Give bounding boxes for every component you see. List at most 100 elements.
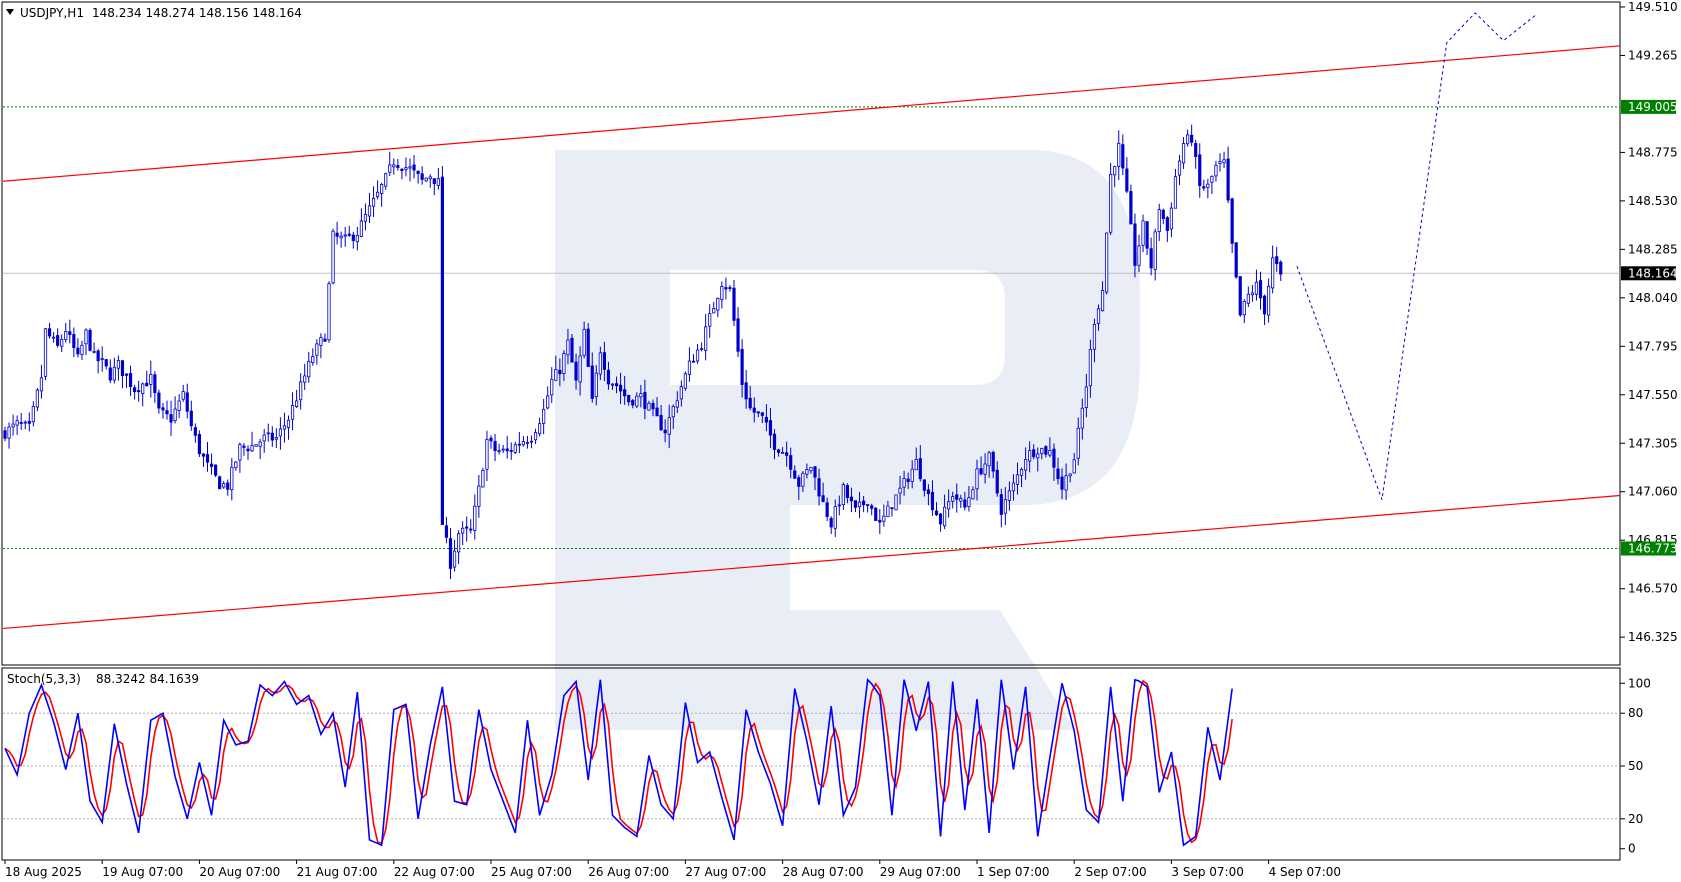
candle-body bbox=[987, 452, 991, 467]
time-label: 27 Aug 07:00 bbox=[685, 865, 766, 879]
candle-body bbox=[465, 526, 469, 529]
candle-body bbox=[124, 373, 129, 376]
candle-body bbox=[432, 178, 436, 184]
candle-body bbox=[1088, 348, 1092, 387]
candle-body bbox=[461, 527, 465, 534]
candle-body bbox=[667, 417, 671, 435]
candle-body bbox=[68, 331, 72, 335]
candle-body bbox=[833, 506, 837, 529]
candle-body bbox=[785, 452, 789, 456]
price-tick-label: 147.795 bbox=[1628, 339, 1678, 353]
candle-body bbox=[27, 420, 31, 424]
candle-body bbox=[120, 360, 125, 376]
stoch-tick-label: 50 bbox=[1628, 759, 1643, 773]
price-badge bbox=[1621, 99, 1676, 114]
candle-body bbox=[776, 449, 781, 453]
candle-body bbox=[497, 450, 501, 453]
candle-body bbox=[898, 487, 902, 494]
candle-body bbox=[934, 510, 939, 516]
price-badge bbox=[1621, 266, 1676, 281]
candle-body bbox=[679, 386, 683, 400]
candle-body bbox=[1129, 191, 1133, 225]
candle-body bbox=[1157, 209, 1161, 232]
candle-body bbox=[813, 466, 817, 478]
candle-body bbox=[165, 410, 169, 415]
price-tick-label: 147.060 bbox=[1628, 485, 1678, 499]
candle-body bbox=[1145, 221, 1149, 249]
candle-body bbox=[1019, 469, 1024, 476]
candle-body bbox=[1262, 295, 1267, 315]
candle-body bbox=[817, 478, 821, 497]
candle-body bbox=[943, 506, 947, 527]
candle-body bbox=[1028, 450, 1032, 462]
candle-body bbox=[1032, 449, 1036, 458]
candle-body bbox=[627, 394, 631, 403]
candle-body bbox=[1003, 499, 1007, 514]
candle-body bbox=[1064, 475, 1068, 491]
candle-body bbox=[262, 434, 266, 442]
candle-body bbox=[1226, 158, 1230, 201]
candle-body bbox=[894, 494, 898, 511]
candle-body bbox=[132, 387, 137, 393]
candle-body bbox=[582, 328, 586, 356]
candle-body bbox=[550, 379, 554, 396]
forecast-path bbox=[1296, 12, 1537, 500]
main-chart-frame bbox=[1, 1, 1621, 666]
candle-body bbox=[197, 434, 201, 455]
candle-body bbox=[238, 444, 242, 461]
candle-body bbox=[1198, 154, 1202, 187]
price-tick-label: 146.570 bbox=[1628, 582, 1678, 596]
candle-body bbox=[23, 421, 27, 424]
candle-body bbox=[1060, 476, 1064, 490]
candle-body bbox=[764, 416, 769, 423]
stoch-tick-label: 20 bbox=[1628, 812, 1643, 826]
time-label: 28 Aug 07:00 bbox=[783, 865, 864, 879]
candle-body bbox=[509, 450, 513, 452]
candle-body bbox=[655, 407, 659, 417]
watermark-logo bbox=[555, 150, 1140, 730]
candle-body bbox=[1113, 166, 1117, 176]
candle-body bbox=[513, 444, 517, 453]
candle-body bbox=[874, 507, 878, 521]
candle-body bbox=[412, 164, 416, 171]
candle-body bbox=[72, 334, 76, 349]
stochastic-series bbox=[4, 678, 1233, 847]
candle-body bbox=[1133, 223, 1137, 266]
candle-body bbox=[1218, 161, 1222, 164]
candle-body bbox=[918, 458, 922, 480]
candle-body bbox=[704, 326, 708, 351]
candle-body bbox=[1137, 245, 1141, 266]
horizontal-levels bbox=[3, 106, 1620, 550]
candle-body bbox=[185, 392, 189, 412]
candle-body bbox=[744, 382, 748, 400]
candle-body bbox=[566, 339, 570, 356]
candle-body bbox=[671, 406, 675, 418]
candle-body bbox=[562, 353, 566, 374]
candle-body bbox=[720, 286, 724, 300]
candle-body bbox=[218, 476, 222, 490]
candle-body bbox=[153, 374, 157, 394]
candle-body bbox=[695, 349, 700, 362]
candle-body bbox=[781, 451, 785, 454]
price-tick-label: 148.285 bbox=[1628, 242, 1678, 256]
collapse-triangle-icon[interactable] bbox=[6, 9, 14, 15]
candle-body bbox=[1250, 292, 1254, 296]
candle-body bbox=[610, 383, 615, 386]
candle-body bbox=[983, 463, 987, 475]
price-tick-label: 149.265 bbox=[1628, 48, 1678, 62]
candle-body bbox=[359, 220, 364, 237]
time-label: 25 Aug 07:00 bbox=[491, 865, 572, 879]
time-label: 1 Sep 07:00 bbox=[977, 865, 1049, 879]
candle-body bbox=[586, 328, 590, 367]
candle-body bbox=[533, 432, 538, 441]
candle-body bbox=[1100, 290, 1105, 312]
candle-body bbox=[161, 407, 165, 411]
candle-body bbox=[1177, 160, 1182, 176]
candle-body bbox=[1052, 448, 1056, 468]
candle-body bbox=[959, 498, 963, 502]
candle-body bbox=[367, 205, 372, 217]
candle-body bbox=[157, 392, 161, 409]
candle-body bbox=[11, 423, 15, 428]
candle-body bbox=[558, 369, 562, 375]
